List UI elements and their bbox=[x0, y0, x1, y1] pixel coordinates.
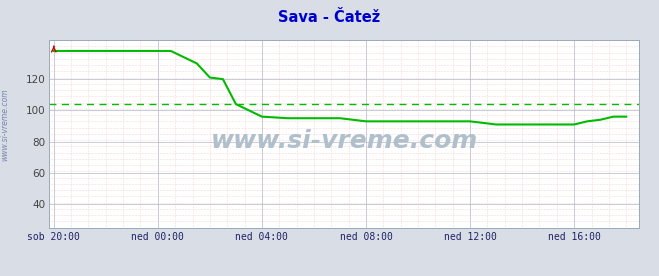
Text: www.si-vreme.com: www.si-vreme.com bbox=[1, 88, 10, 161]
Text: Sava - Čatež: Sava - Čatež bbox=[278, 10, 381, 25]
Text: www.si-vreme.com: www.si-vreme.com bbox=[211, 129, 478, 153]
